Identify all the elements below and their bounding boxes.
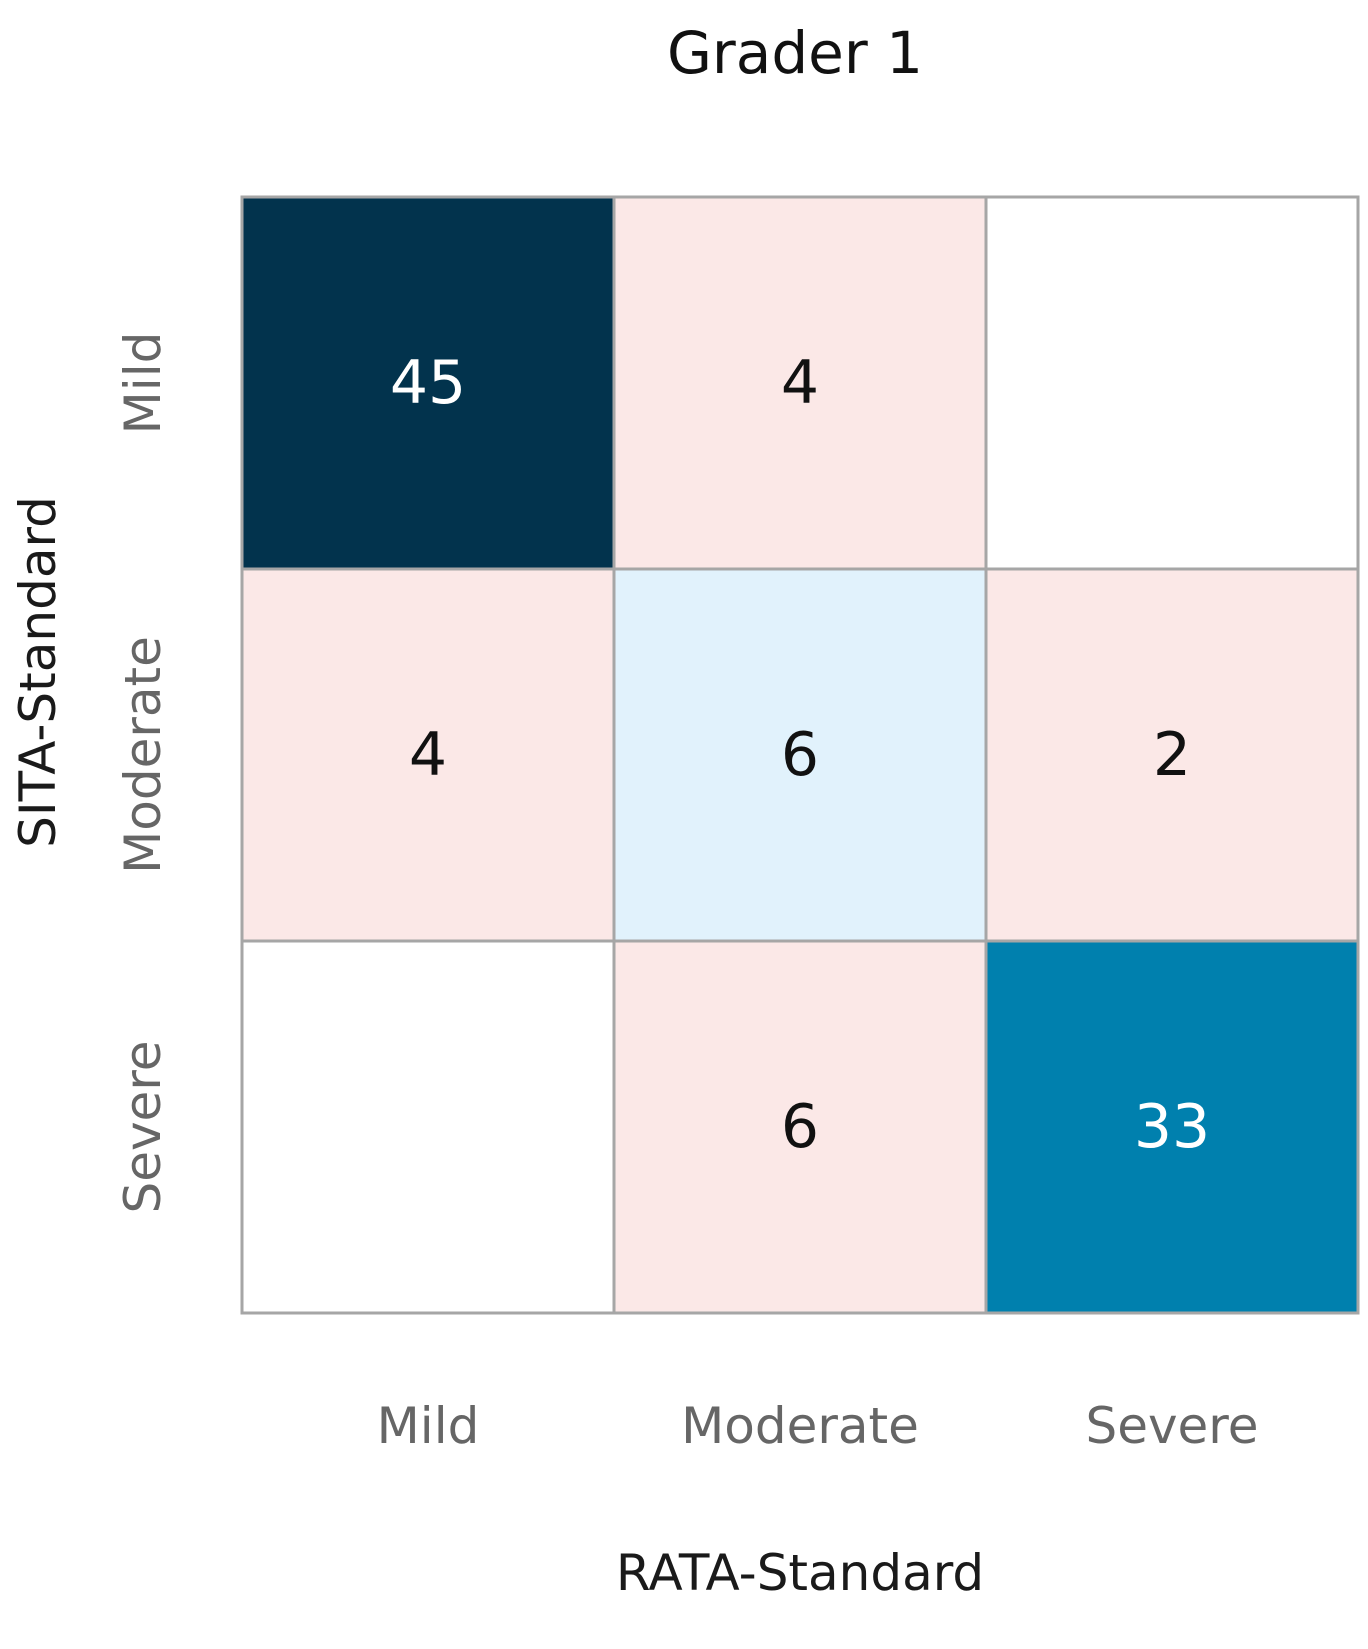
heatmap-cell-r0-c0	[240, 195, 616, 571]
x-tick-label: Moderate	[681, 1397, 919, 1455]
cell-value-label: 4	[409, 720, 447, 790]
heatmap-cell-r0-c2	[984, 195, 1360, 571]
cell-value-label: 33	[1134, 1092, 1210, 1162]
cell-value-label: 45	[390, 348, 466, 418]
x-tick-label: Severe	[1085, 1397, 1258, 1455]
heatmap-cells: 45 4 4 6 2 6 33	[240, 195, 1360, 1315]
cell-value-label: 6	[781, 720, 819, 790]
cell-value-label: 2	[1153, 720, 1191, 790]
heatmap-cell-r0-c1	[612, 195, 988, 571]
cell-value-label: 6	[781, 1092, 819, 1162]
x-axis-title: RATA-Standard	[616, 1544, 984, 1602]
x-tick-labels: Mild Moderate Severe	[377, 1397, 1259, 1455]
cell-value-label: 4	[781, 348, 819, 418]
y-tick-label: Mild	[114, 332, 172, 435]
chart-title: Grader 1	[667, 19, 923, 87]
y-axis-title: SITA-Standard	[9, 496, 67, 848]
heatmap-cell-r2-c2	[984, 939, 1360, 1315]
y-tick-label: Severe	[114, 1040, 172, 1213]
y-tick-label: Moderate	[114, 636, 172, 874]
heatmap-cell-r2-c1	[612, 939, 988, 1315]
heatmap-cell-r1-c1	[612, 567, 988, 943]
heatmap-cell-r2-c0	[240, 939, 616, 1315]
y-tick-labels: Mild Moderate Severe	[114, 332, 172, 1214]
heatmap-cell-r1-c2	[984, 567, 1360, 943]
heatmap-cell-r1-c0	[240, 567, 616, 943]
x-tick-label: Mild	[377, 1397, 480, 1455]
